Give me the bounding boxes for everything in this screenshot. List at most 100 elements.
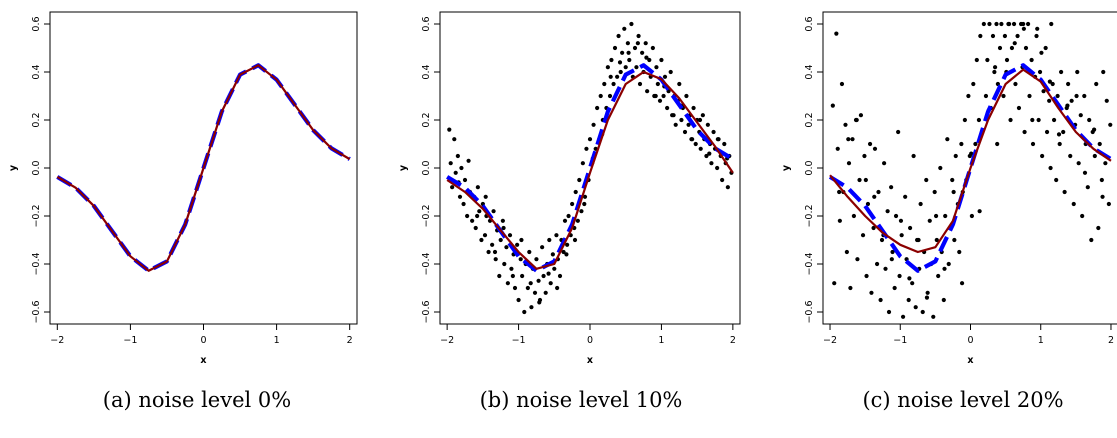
data-point bbox=[522, 309, 527, 315]
data-point bbox=[1012, 41, 1017, 46]
data-point bbox=[874, 261, 880, 267]
data-point bbox=[491, 209, 496, 214]
data-point bbox=[640, 50, 645, 55]
data-point bbox=[1106, 201, 1111, 207]
data-point bbox=[447, 127, 452, 132]
data-point bbox=[962, 117, 967, 123]
data-point bbox=[850, 137, 855, 142]
data-point bbox=[1041, 89, 1046, 94]
data-point bbox=[1030, 117, 1035, 123]
data-point bbox=[682, 129, 688, 135]
data-point bbox=[830, 103, 835, 108]
data-point bbox=[1022, 129, 1027, 135]
data-point bbox=[1082, 93, 1087, 99]
data-point bbox=[1076, 161, 1081, 166]
data-point bbox=[1108, 122, 1113, 127]
data-point bbox=[659, 57, 664, 63]
data-point bbox=[554, 233, 559, 238]
data-point bbox=[897, 273, 902, 279]
data-point bbox=[493, 257, 498, 262]
y-tick-label: 0.0 bbox=[31, 160, 42, 175]
data-point bbox=[627, 57, 632, 63]
data-point bbox=[938, 165, 943, 171]
y-tick-label: 0.2 bbox=[421, 112, 432, 127]
data-point bbox=[709, 161, 714, 166]
data-point bbox=[498, 237, 503, 243]
y-tick-label: 0.4 bbox=[31, 64, 42, 79]
data-point bbox=[582, 194, 588, 199]
y-tick-label: 0.0 bbox=[421, 160, 432, 175]
data-point bbox=[1027, 93, 1032, 99]
data-point bbox=[711, 129, 716, 135]
data-point bbox=[910, 281, 915, 286]
data-point bbox=[977, 209, 982, 214]
data-point bbox=[636, 33, 641, 39]
data-point bbox=[450, 185, 455, 190]
x-tick-label: 2 bbox=[730, 335, 736, 346]
data-point bbox=[492, 249, 498, 255]
data-point bbox=[673, 122, 678, 127]
y-tick-label: −0.6 bbox=[31, 300, 42, 323]
data-point bbox=[981, 21, 986, 27]
data-point bbox=[510, 273, 515, 279]
data-point bbox=[911, 153, 916, 159]
data-point bbox=[992, 65, 998, 70]
x-tick-label: 2 bbox=[347, 335, 353, 346]
data-point bbox=[971, 81, 976, 87]
y-tick-label: 0.6 bbox=[804, 16, 815, 31]
data-point bbox=[1059, 69, 1064, 75]
data-point bbox=[946, 261, 951, 267]
data-point bbox=[950, 177, 955, 183]
data-point bbox=[608, 74, 613, 79]
data-point bbox=[582, 201, 587, 207]
x-tick-label: 1 bbox=[274, 335, 280, 346]
x-tick-label: 0 bbox=[967, 335, 973, 346]
data-point bbox=[893, 213, 899, 219]
data-point bbox=[983, 93, 989, 99]
data-point bbox=[637, 81, 643, 87]
data-point bbox=[869, 290, 874, 295]
data-point bbox=[623, 65, 628, 70]
data-point bbox=[516, 297, 521, 303]
x-tick-label: 1 bbox=[1038, 335, 1044, 346]
data-point bbox=[916, 237, 921, 243]
data-point bbox=[1047, 79, 1052, 84]
data-point bbox=[566, 213, 571, 219]
data-point bbox=[844, 249, 849, 255]
data-point bbox=[654, 65, 659, 70]
data-point bbox=[577, 177, 582, 183]
plot-area bbox=[828, 21, 1113, 319]
data-point bbox=[906, 297, 911, 303]
data-point bbox=[1078, 113, 1083, 118]
data-point bbox=[644, 55, 649, 60]
data-point bbox=[837, 218, 842, 223]
data-point bbox=[1104, 98, 1109, 103]
data-point bbox=[543, 290, 548, 295]
data-point bbox=[1097, 141, 1102, 147]
data-point bbox=[1092, 127, 1097, 132]
data-point bbox=[953, 153, 958, 159]
data-point bbox=[867, 141, 873, 147]
data-point bbox=[1049, 21, 1054, 27]
data-point bbox=[1007, 21, 1012, 27]
data-point bbox=[1011, 21, 1017, 27]
data-point bbox=[1048, 165, 1053, 171]
data-point bbox=[882, 161, 887, 166]
data-point bbox=[452, 137, 457, 142]
data-point bbox=[942, 266, 947, 271]
data-point bbox=[486, 249, 491, 255]
y-tick-label: −0.4 bbox=[421, 252, 432, 275]
y-tick-label: −0.2 bbox=[804, 204, 815, 227]
y-axis-label: y bbox=[8, 164, 19, 171]
data-point bbox=[643, 41, 648, 46]
data-point bbox=[625, 41, 630, 46]
data-point bbox=[1036, 117, 1041, 123]
data-point bbox=[941, 297, 946, 303]
data-point bbox=[903, 194, 908, 199]
data-point bbox=[532, 290, 538, 295]
data-point bbox=[1004, 57, 1010, 63]
data-point bbox=[548, 281, 553, 286]
data-point bbox=[700, 113, 705, 118]
data-point bbox=[1051, 117, 1057, 123]
data-point bbox=[618, 69, 623, 75]
